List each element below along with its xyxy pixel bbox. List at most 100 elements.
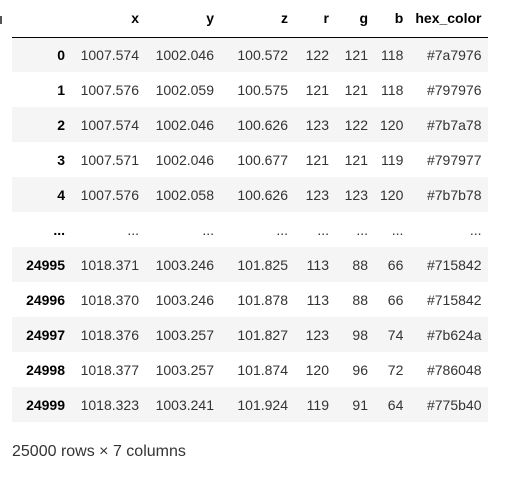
row-index: 1	[57, 81, 65, 98]
cell-hex-color: #7b624a	[426, 326, 482, 343]
column-header-y: y	[145, 0, 220, 38]
cell-g: 121	[344, 151, 368, 168]
cell-b: 74	[387, 326, 404, 343]
column-header-b: b	[374, 0, 410, 38]
cell-r: 113	[306, 291, 329, 308]
cell-g: 88	[352, 291, 368, 308]
cell-b: 118	[381, 46, 404, 63]
output-area-marker	[0, 16, 2, 24]
cell-hex-color: #715842	[426, 291, 482, 308]
row-index: 4	[57, 186, 65, 203]
column-header-x: x	[71, 0, 145, 38]
cell-y: 1003.257	[155, 326, 214, 343]
cell-y: 1002.058	[155, 186, 214, 203]
cell-z: 101.924	[237, 396, 288, 413]
cell-b: ...	[391, 221, 404, 238]
cell-y: 1003.241	[155, 396, 214, 413]
cell-b: 120	[380, 116, 404, 133]
cell-z: 101.825	[237, 256, 288, 273]
table-row: 2 1007.574 1002.046 100.626 123 122 120 #7b7a78	[12, 107, 488, 142]
table-row: 24998 1018.377 1003.257 101.874 120 96 72 #7860…	[12, 352, 488, 387]
cell-x: 1007.576	[80, 81, 139, 98]
dataframe-table: x y z r g b hex_color 0 1007.574 1002.046 100.572…	[12, 0, 488, 422]
table-row: 3 1007.571 1002.046 100.677 121 121 119 #797977	[12, 142, 488, 177]
cell-x: 1018.376	[80, 326, 139, 343]
cell-y: 1002.046	[155, 116, 214, 133]
cell-x: 1007.571	[80, 151, 139, 168]
row-index: ...	[53, 221, 65, 238]
cell-b: 66	[387, 256, 404, 273]
cell-b: 118	[381, 81, 404, 98]
cell-g: ...	[356, 221, 368, 238]
row-index: 24999	[26, 396, 65, 413]
cell-z: 100.575	[237, 81, 288, 98]
cell-g: 91	[352, 396, 368, 413]
cell-r: ...	[317, 221, 329, 238]
cell-z: 100.572	[237, 46, 288, 63]
cell-z: 101.827	[237, 326, 288, 343]
row-index: 24998	[26, 361, 65, 378]
cell-b: 64	[387, 396, 404, 413]
cell-y: 1002.046	[155, 46, 214, 63]
cell-b: 120	[380, 186, 404, 203]
cell-z: 100.626	[237, 116, 288, 133]
cell-x: 1007.576	[80, 186, 139, 203]
cell-hex-color: #7a7976	[426, 46, 482, 63]
row-index: 24997	[26, 326, 65, 343]
cell-g: 96	[352, 361, 368, 378]
cell-g: 121	[344, 81, 368, 98]
cell-x: 1018.371	[80, 256, 139, 273]
cell-z: 100.677	[237, 151, 288, 168]
cell-g: 121	[344, 46, 368, 63]
table-row: 24996 1018.370 1003.246 101.878 113 88 66 #7158…	[12, 282, 488, 317]
cell-y: ...	[202, 221, 214, 238]
table-body: 0 1007.574 1002.046 100.572 122 121 118 #7a7976…	[12, 37, 488, 422]
row-index: 2	[57, 116, 65, 133]
cell-hex-color: #797976	[426, 81, 482, 98]
cell-x: 1007.574	[80, 116, 139, 133]
cell-hex-color: #775b40	[426, 396, 482, 413]
column-header-index	[12, 0, 71, 38]
table-row: 0 1007.574 1002.046 100.572 122 121 118 #7a7976	[12, 37, 488, 72]
dataframe-shape-caption: 25000 rows × 7 columns	[12, 443, 186, 460]
cell-r: 119	[306, 396, 329, 413]
cell-r: 123	[305, 186, 329, 203]
cell-x: 1018.323	[80, 396, 139, 413]
cell-y: 1002.046	[155, 151, 214, 168]
cell-y: 1003.257	[155, 361, 214, 378]
column-header-r: r	[294, 0, 335, 38]
header-row: x y z r g b hex_color	[12, 0, 488, 38]
column-header-z: z	[220, 0, 294, 38]
row-index: 0	[57, 46, 65, 63]
table-row: 24997 1018.376 1003.257 101.827 123 98 74 #7b62…	[12, 317, 488, 352]
cell-hex-color: #715842	[426, 256, 482, 273]
column-header-g: g	[335, 0, 374, 38]
cell-g: 123	[344, 186, 368, 203]
cell-r: 123	[305, 326, 329, 343]
cell-r: 120	[305, 361, 329, 378]
cell-b: 72	[387, 361, 404, 378]
dataframe-output: x y z r g b hex_color 0 1007.574 1002.046 100.572…	[12, 0, 488, 422]
table-row: 1 1007.576 1002.059 100.575 121 121 118 #797976	[12, 72, 488, 107]
cell-y: 1003.246	[155, 256, 214, 273]
cell-r: 121	[305, 81, 329, 98]
cell-r: 121	[305, 151, 329, 168]
cell-y: 1002.059	[155, 81, 214, 98]
cell-x: 1007.574	[80, 46, 139, 63]
cell-b: 66	[387, 291, 404, 308]
cell-r: 123	[305, 116, 329, 133]
table-row: 4 1007.576 1002.058 100.626 123 123 120 #7b7b78	[12, 177, 488, 212]
cell-z: 101.874	[237, 361, 288, 378]
cell-hex-color: #7b7b78	[426, 186, 482, 203]
cell-hex-color: #797977	[426, 151, 482, 168]
cell-r: 113	[306, 256, 329, 273]
cell-g: 122	[344, 116, 368, 133]
cell-g: 88	[352, 256, 368, 273]
cell-z: ...	[276, 221, 288, 238]
cell-g: 98	[352, 326, 368, 343]
column-header-hex-color: hex_color	[409, 0, 488, 38]
cell-z: 100.626	[237, 186, 288, 203]
cell-hex-color: ...	[469, 221, 482, 238]
table-row: 24999 1018.323 1003.241 101.924 119 91 64 #775b…	[12, 387, 488, 422]
cell-x: ...	[127, 221, 139, 238]
